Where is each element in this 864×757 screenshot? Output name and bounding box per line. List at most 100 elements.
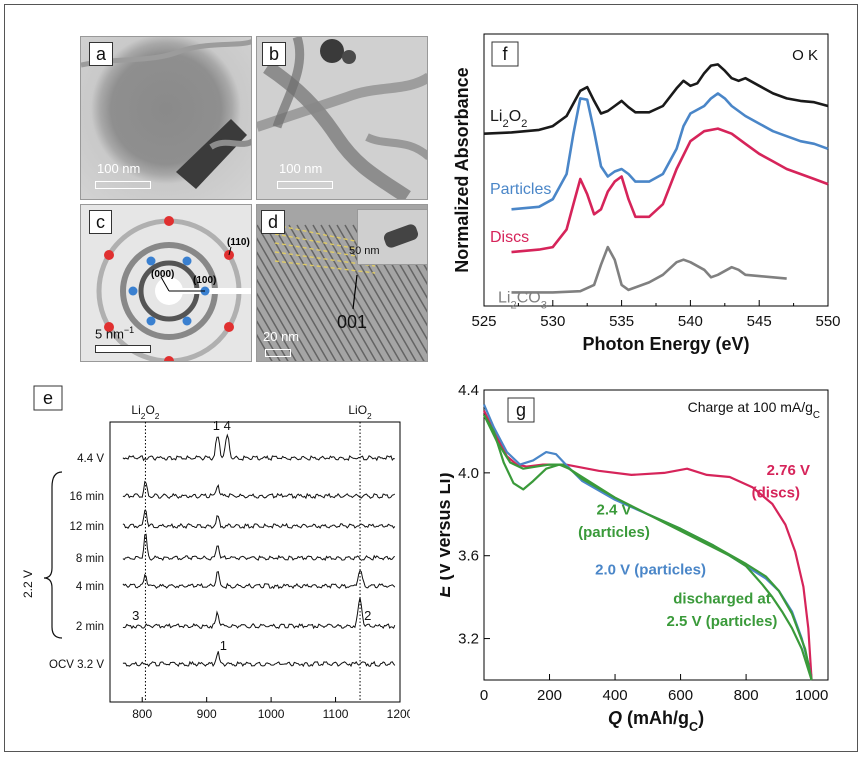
peak-annotation: 2 (364, 608, 371, 623)
fringe-guide (274, 260, 376, 274)
spot-red (104, 250, 114, 260)
trace-label: 4.4 V (77, 453, 104, 465)
reference-label: LiO2 (348, 403, 372, 421)
series-label: 2.4 V (596, 501, 631, 518)
scale-label-c: 5 nm−1 (95, 325, 135, 342)
x-tick-label: 600 (668, 687, 693, 704)
lattice-fringe (257, 292, 297, 361)
edge-label: O K (792, 47, 818, 64)
scale-bar-b (277, 181, 333, 189)
plot-frame (483, 389, 829, 681)
lattice-fringe (312, 224, 393, 361)
lattice-fringe (264, 224, 345, 361)
spot-label-110: (110) (227, 237, 250, 248)
tem-image-a: a 100 nm (80, 36, 252, 200)
spot-red (164, 356, 174, 361)
panel-label-d: d (261, 210, 286, 234)
xas-series-2 (511, 127, 829, 254)
lattice-fringe (280, 224, 361, 361)
x-axis-label: Photon Energy (eV) (582, 334, 749, 354)
spot-blue (128, 286, 138, 296)
lattice-fringe (257, 251, 321, 361)
tem-image-b: b 100 nm (256, 36, 428, 200)
peak-annotation: 1 (213, 418, 220, 433)
series-label: discharged at (673, 590, 771, 607)
charge-chart: g Charge at 100 mA/gC 0 200 400 600 800 1000 3.2… (440, 382, 829, 732)
scale-label-a: 100 nm (97, 161, 141, 176)
lattice-fringe (257, 333, 273, 361)
scale-label-b: 100 nm (279, 161, 323, 176)
x-tick-label: 400 (603, 687, 628, 704)
raman-chart: e 800900100011001200Raman Shift (cm−1)Li… (21, 385, 410, 721)
peak-annotation: 1 (220, 638, 227, 653)
trace-label: 8 min (76, 553, 104, 565)
spot-red (104, 322, 114, 332)
series-label: 2.5 V (particles) (667, 613, 778, 630)
spot-red (224, 322, 234, 332)
x-tick-label: 800 (132, 707, 152, 721)
y-tick-label: 3.2 (458, 631, 479, 648)
raman-trace (122, 433, 395, 462)
lattice-fringe (257, 306, 289, 361)
group-label: 2.2 V (21, 570, 35, 598)
x-tick-label: 1200 (387, 707, 410, 721)
series-label: Discs (490, 229, 529, 246)
trace-label: 2 min (76, 621, 104, 633)
plot-frame (109, 421, 401, 703)
x-tick-label: 540 (678, 313, 703, 330)
diffraction-pattern: (110) (000) (100) (96, 216, 251, 361)
series-label: 2.0 V (particles) (595, 561, 706, 578)
lattice-fringe (257, 237, 329, 361)
group-brace (43, 471, 63, 639)
lattice-fringe (272, 224, 353, 361)
x-tick-label: 550 (815, 313, 840, 330)
xas-series-3 (511, 245, 787, 294)
xas-chart: f O K 525 530 535 540 545 550 Photon Energy (eV)… (452, 33, 840, 354)
peak-annotation: 3 (132, 608, 139, 623)
inset-scale-label: 50 nm (349, 245, 380, 257)
lattice-fringe (288, 224, 369, 361)
x-tick-label: 200 (537, 687, 562, 704)
trace-label: 16 min (69, 491, 104, 503)
reference-label: Li2O2 (131, 403, 159, 421)
plane-label: 001 (337, 312, 368, 332)
x-tick-label: 1000 (795, 687, 828, 704)
y-axis-label: Normalized Absorbance (452, 67, 472, 272)
panel-label-box (491, 41, 519, 67)
raman-trace (122, 509, 396, 530)
scale-bar-c (95, 345, 151, 353)
lattice-fringe (328, 224, 409, 361)
charge-series-3 (483, 414, 813, 681)
hrtem-image-d: d 50 nm 001 20 nm (256, 204, 428, 362)
diffraction-image-c: (110) (000) (100) c 5 nm−1 (80, 204, 252, 362)
raman-trace (122, 569, 396, 590)
xas-series-0 (483, 63, 829, 135)
series-label: Particles (490, 181, 551, 198)
panel-label-g: g (516, 400, 526, 420)
peak-annotation: 4 (224, 418, 231, 433)
series-label: Li2O2 (490, 108, 527, 130)
x-tick-label: 535 (609, 313, 634, 330)
spot-blue (146, 316, 156, 326)
particle-chains (257, 37, 427, 199)
spot-label-000: (000) (151, 269, 174, 280)
y-axis-label: E (V versus Li) (440, 472, 454, 597)
y-tick-label: 3.6 (458, 548, 479, 565)
lattice-fringe (304, 224, 385, 361)
y-tick-label: 4.4 (458, 382, 479, 399)
raman-trace (122, 533, 396, 562)
y-tick-label: 4.0 (458, 465, 479, 482)
lattice-fringe (336, 224, 417, 361)
panel-label-b: b (262, 42, 287, 66)
spot-blue (182, 256, 192, 266)
xas-series-1 (511, 92, 829, 211)
lattice-fringe (257, 320, 281, 361)
figure-frame (4, 4, 858, 752)
x-tick-label: 1000 (258, 707, 285, 721)
series-label: Li2CO3 (498, 290, 547, 312)
scale-label-d: 20 nm (263, 329, 300, 344)
x-tick-label: 0 (480, 687, 488, 704)
scale-bar-d (265, 349, 291, 357)
x-tick-label: 545 (747, 313, 772, 330)
raman-trace (122, 597, 396, 630)
